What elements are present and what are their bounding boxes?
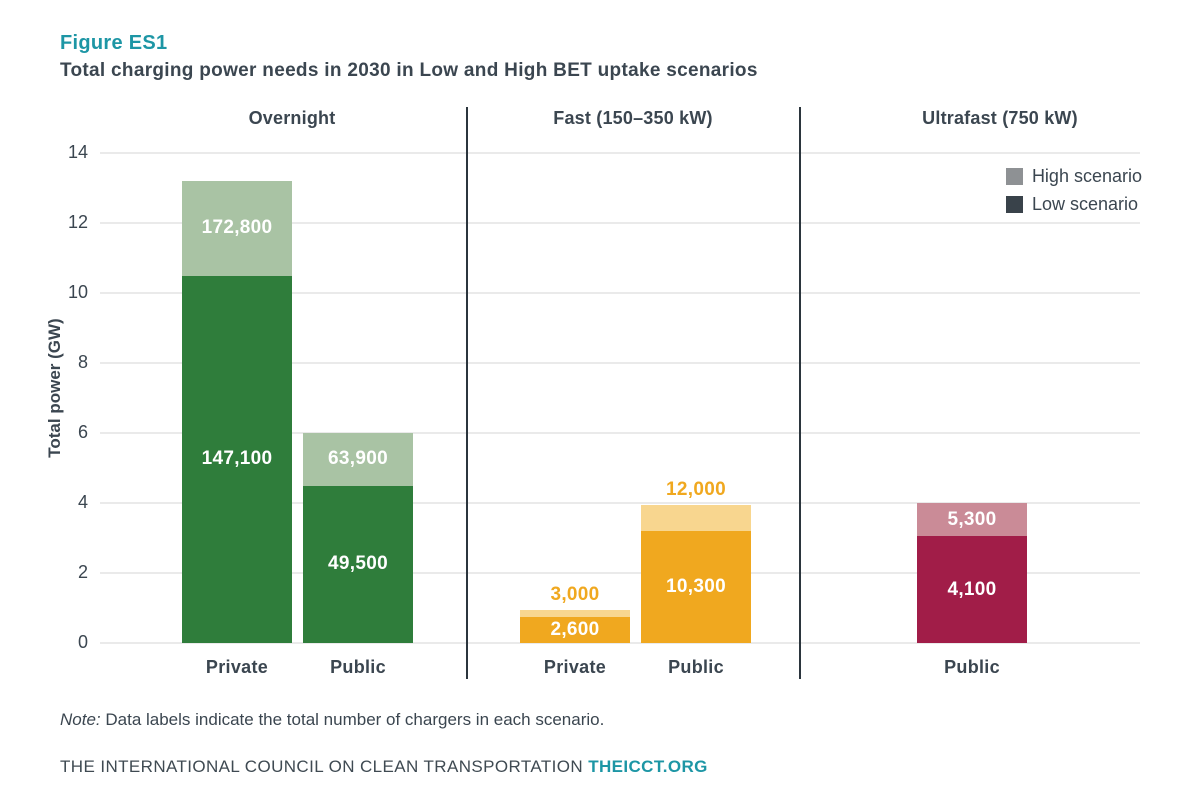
y-tick-label-6: 6: [77, 422, 88, 442]
footer-org-text: THE INTERNATIONAL COUNCIL ON CLEAN TRANS…: [60, 757, 589, 776]
figure-title: Total charging power needs in 2030 in Lo…: [60, 60, 758, 81]
legend: High scenario Low scenario: [1005, 166, 1142, 222]
high-scenario-label: 63,900: [328, 448, 388, 470]
panel-separator-2: [799, 107, 801, 679]
high-scenario-label: 12,000: [666, 478, 726, 500]
bar-high-segment: [917, 503, 1027, 537]
low-scenario-label: 2,600: [550, 618, 600, 640]
note-text: Data labels indicate the total number of…: [100, 710, 605, 729]
y-tick-label-14: 14: [67, 142, 88, 162]
low-scenario-label: 4,100: [947, 578, 997, 600]
gridline-y10: [100, 292, 1140, 294]
y-tick-label-12: 12: [67, 212, 88, 232]
x-category-label: Public: [330, 657, 386, 677]
high-scenario-label: 3,000: [550, 583, 600, 605]
x-category-label: Private: [205, 657, 269, 677]
bar-low-segment: [641, 531, 751, 643]
x-category-label: Public: [944, 657, 1000, 677]
y-tick-label-8: 8: [77, 352, 88, 372]
legend-label: High scenario: [1031, 166, 1142, 186]
footer: THE INTERNATIONAL COUNCIL ON CLEAN TRANS…: [60, 757, 708, 777]
panel-header-2: Fast (150–350 kW): [553, 108, 713, 128]
x-category-label: Public: [668, 657, 724, 677]
legend-item-high-scenario: High scenario: [1005, 166, 1142, 187]
bar-low-segment: [303, 485, 413, 643]
panel-header-1: Overnight: [248, 108, 336, 128]
gridline-y8: [100, 362, 1140, 364]
footer-link[interactable]: THEICCT.ORG: [588, 757, 708, 776]
legend-item-low-scenario: Low scenario: [1005, 194, 1142, 215]
high-scenario-label: 5,300: [947, 508, 997, 530]
bar-low-segment: [520, 616, 630, 643]
y-tick-label-0: 0: [77, 632, 88, 652]
gridline-y12: [100, 222, 1140, 224]
low-scenario-label: 49,500: [328, 553, 388, 575]
bar-high-segment: [520, 609, 630, 617]
low-scenario-label: 10,300: [666, 576, 726, 597]
x-category-label: Private: [543, 657, 607, 677]
bar-low-segment: [917, 536, 1027, 643]
note-prefix: Note:: [60, 710, 101, 729]
bar-low-segment: [182, 275, 292, 643]
gridline-y4: [100, 502, 1140, 504]
legend-label: Low scenario: [1031, 194, 1138, 214]
y-tick-label-2: 2: [77, 562, 88, 582]
gridline-y6: [100, 432, 1140, 434]
gridline-y0: [100, 642, 1140, 644]
y-tick-label-4: 4: [77, 492, 88, 512]
gridline-y14: [100, 152, 1140, 154]
bar-high-segment: [641, 504, 751, 531]
panel-header-3: Ultrafast (750 kW): [922, 108, 1078, 128]
low-scenario-label: 147,100: [201, 448, 273, 470]
figure-label: Figure ES1: [60, 32, 168, 54]
legend-swatch-icon: [1005, 196, 1023, 213]
gridline-y2: [100, 572, 1140, 574]
y-axis-title: Total power (GW): [45, 318, 64, 458]
bar-high-segment: [303, 433, 413, 486]
bar-high-segment: [182, 181, 292, 276]
y-tick-label-10: 10: [67, 282, 88, 302]
legend-swatch-icon: [1005, 168, 1023, 185]
panel-separator-1: [466, 107, 468, 679]
high-scenario-label: 172,800: [201, 217, 273, 239]
note: Note: Data labels indicate the total num…: [60, 710, 604, 730]
